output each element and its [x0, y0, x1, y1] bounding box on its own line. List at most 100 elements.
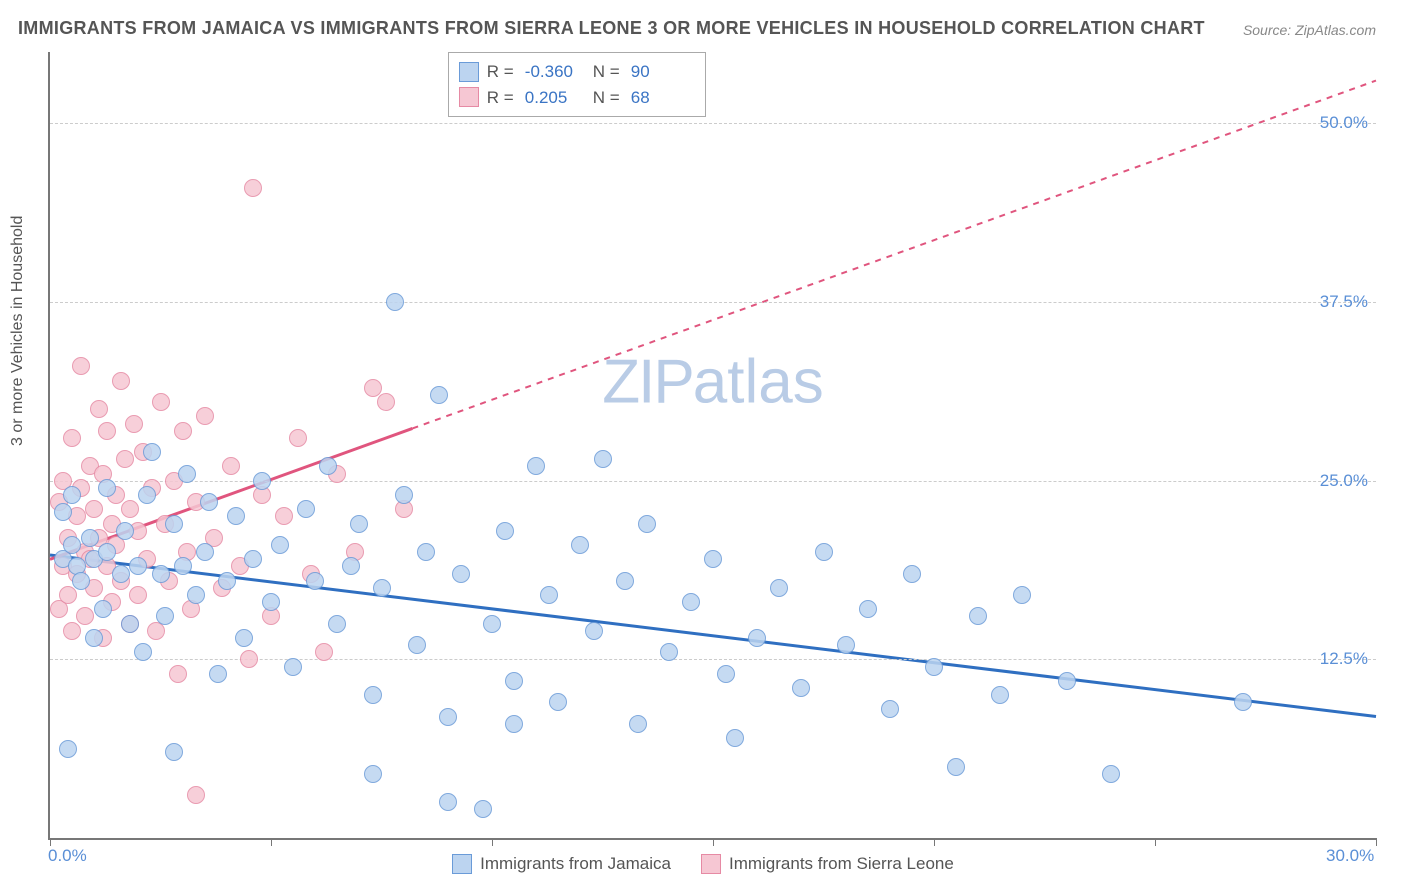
jamaica-point [474, 800, 492, 818]
trend-lines-layer [50, 52, 1376, 838]
jamaica-point [540, 586, 558, 604]
sierra-leone-point [222, 457, 240, 475]
jamaica-point [165, 515, 183, 533]
legend-label: Immigrants from Sierra Leone [729, 854, 954, 874]
jamaica-point [156, 607, 174, 625]
jamaica-point [571, 536, 589, 554]
jamaica-point [881, 700, 899, 718]
jamaica-point [187, 586, 205, 604]
y-axis-label: 3 or more Vehicles in Household [9, 216, 27, 446]
stats-n-value: 90 [631, 59, 691, 85]
legend-label: Immigrants from Jamaica [480, 854, 671, 874]
x-tick [271, 838, 272, 846]
jamaica-point [112, 565, 130, 583]
jamaica-point [328, 615, 346, 633]
sierra-leone-point [72, 357, 90, 375]
jamaica-point [227, 507, 245, 525]
sierra-leone-point [129, 586, 147, 604]
stats-swatch [459, 87, 479, 107]
watermark: ZIPatlas [602, 347, 823, 418]
jamaica-point [209, 665, 227, 683]
jamaica-point [496, 522, 514, 540]
jamaica-point [63, 536, 81, 554]
x-tick [934, 838, 935, 846]
jamaica-point [138, 486, 156, 504]
jamaica-point [244, 550, 262, 568]
jamaica-point [585, 622, 603, 640]
stats-row: R =0.205N =68 [459, 85, 691, 111]
jamaica-point [59, 740, 77, 758]
jamaica-point [306, 572, 324, 590]
watermark-zip: ZIP [602, 348, 692, 417]
jamaica-point [947, 758, 965, 776]
jamaica-point [165, 743, 183, 761]
jamaica-point [1013, 586, 1031, 604]
sierra-leone-point [63, 429, 81, 447]
jamaica-point [1234, 693, 1252, 711]
jamaica-point [350, 515, 368, 533]
jamaica-point [815, 543, 833, 561]
jamaica-point [505, 715, 523, 733]
sierra-leone-point [169, 665, 187, 683]
sierra-leone-point [116, 450, 134, 468]
sierra-leone-point [244, 179, 262, 197]
sierra-leone-point [315, 643, 333, 661]
stats-n-value: 68 [631, 85, 691, 111]
jamaica-point [417, 543, 435, 561]
jamaica-point [638, 515, 656, 533]
jamaica-point [483, 615, 501, 633]
x-tick [492, 838, 493, 846]
jamaica-point [63, 486, 81, 504]
y-tick-label: 12.5% [1320, 649, 1368, 669]
sierra-leone-point [112, 372, 130, 390]
jamaica-point [430, 386, 448, 404]
stats-r-value: -0.360 [525, 59, 585, 85]
jamaica-point [271, 536, 289, 554]
sierra-leone-point [364, 379, 382, 397]
jamaica-point [54, 503, 72, 521]
legend-item: Immigrants from Sierra Leone [701, 854, 954, 874]
jamaica-point [72, 572, 90, 590]
watermark-atlas: atlas [693, 348, 824, 417]
jamaica-point [660, 643, 678, 661]
jamaica-point [81, 529, 99, 547]
jamaica-point [549, 693, 567, 711]
chart-title: IMMIGRANTS FROM JAMAICA VS IMMIGRANTS FR… [18, 18, 1205, 39]
stats-r-label: R = [487, 85, 517, 111]
jamaica-point [991, 686, 1009, 704]
jamaica-point [284, 658, 302, 676]
jamaica-point [319, 457, 337, 475]
y-tick-label: 37.5% [1320, 292, 1368, 312]
stats-row: R =-0.360N =90 [459, 59, 691, 85]
jamaica-point [1058, 672, 1076, 690]
jamaica-point [178, 465, 196, 483]
jamaica-point [792, 679, 810, 697]
jamaica-point [253, 472, 271, 490]
jamaica-point [134, 643, 152, 661]
x-tick [1376, 838, 1377, 846]
sierra-leone-point [121, 500, 139, 518]
gridline [50, 481, 1376, 482]
sierra-leone-point [63, 622, 81, 640]
jamaica-point [196, 543, 214, 561]
jamaica-point [364, 686, 382, 704]
jamaica-point [408, 636, 426, 654]
y-tick-label: 25.0% [1320, 471, 1368, 491]
source-label: Source: [1243, 22, 1291, 38]
source-value: ZipAtlas.com [1295, 22, 1376, 38]
jamaica-point [903, 565, 921, 583]
y-tick-label: 50.0% [1320, 113, 1368, 133]
trend-line [412, 81, 1376, 429]
jamaica-point [174, 557, 192, 575]
jamaica-point [129, 557, 147, 575]
stats-n-label: N = [593, 85, 623, 111]
jamaica-point [262, 593, 280, 611]
jamaica-point [342, 557, 360, 575]
sierra-leone-point [152, 393, 170, 411]
gridline [50, 302, 1376, 303]
jamaica-point [121, 615, 139, 633]
jamaica-point [200, 493, 218, 511]
jamaica-point [594, 450, 612, 468]
sierra-leone-point [90, 400, 108, 418]
sierra-leone-point [174, 422, 192, 440]
